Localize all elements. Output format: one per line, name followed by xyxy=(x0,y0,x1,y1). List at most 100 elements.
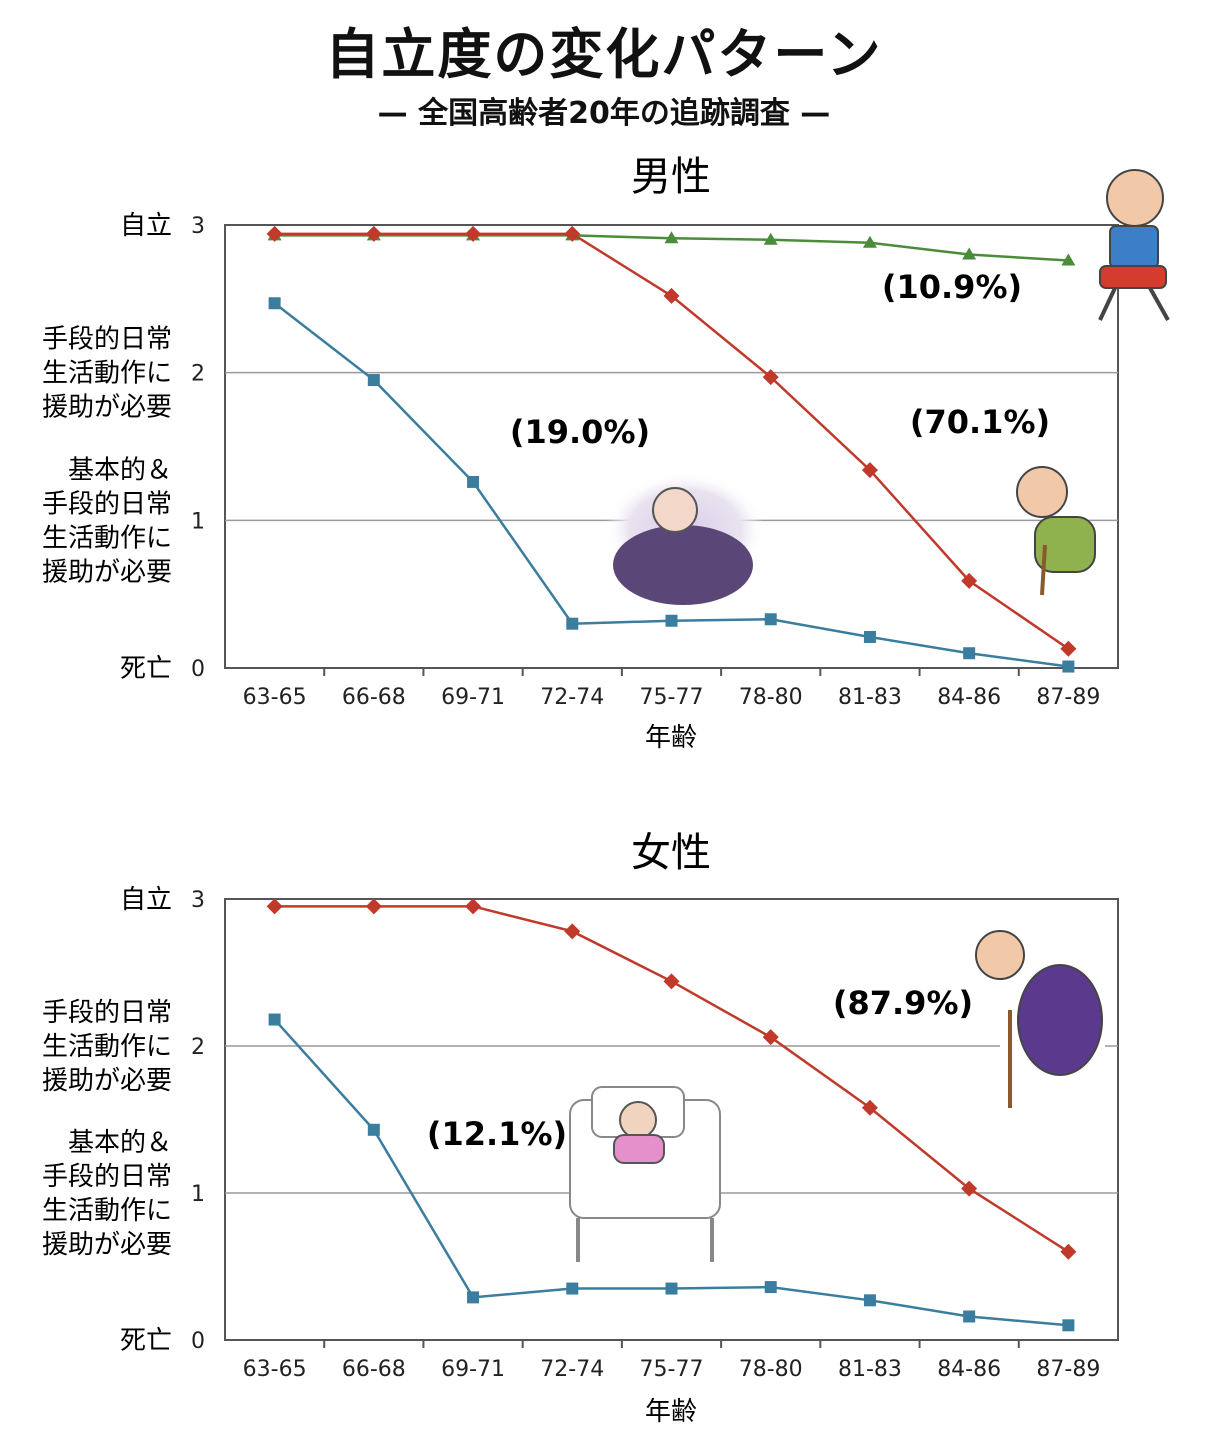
y-category-label: 基本的＆手段的日常生活動作に援助が必要 xyxy=(42,455,172,587)
data-point-square xyxy=(268,297,281,310)
data-point-diamond xyxy=(365,225,382,242)
y-tick-label: 0 xyxy=(191,657,205,682)
x-tick-label: 72-74 xyxy=(540,685,604,710)
old-man-head-illustration xyxy=(1016,466,1068,518)
data-point-diamond xyxy=(465,898,482,915)
x-tick-label: 87-89 xyxy=(1036,685,1100,710)
bedridden-woman-body-illustration xyxy=(613,1134,665,1164)
data-point-diamond xyxy=(266,898,283,915)
sleeping-face-illustration xyxy=(652,487,698,533)
x-tick-label: 66-68 xyxy=(342,1357,406,1382)
main-title: 自立度の変化パターン xyxy=(325,23,883,86)
x-tick-label: 69-71 xyxy=(441,1357,505,1382)
blanket-illustration xyxy=(613,525,753,605)
y-category-label: 手段的日常生活動作に援助が必要 xyxy=(42,325,172,423)
data-point-diamond xyxy=(465,225,482,242)
cane-illustration xyxy=(1040,544,1047,596)
y-tick-label: 0 xyxy=(191,1329,205,1354)
data-point-square xyxy=(665,1282,678,1295)
data-point-diamond xyxy=(663,287,680,304)
data-point-triangle xyxy=(664,231,679,244)
y-category-label: 自立 xyxy=(120,211,172,241)
x-tick-label: 78-80 xyxy=(739,685,803,710)
data-point-square xyxy=(467,1291,480,1304)
data-point-diamond xyxy=(564,923,581,940)
data-point-square xyxy=(764,1281,777,1294)
x-tick-label: 63-65 xyxy=(243,685,307,710)
x-tick-label: 84-86 xyxy=(937,685,1001,710)
data-point-square xyxy=(963,647,976,660)
chart-panel-2: 女性 0 死亡 1 基本的＆手段的日常生活動作に援助が必要 2 手段的日常生活動作に援助が必… xyxy=(42,830,1119,1427)
data-point-square xyxy=(863,1294,876,1307)
x-tick-label: 84-86 xyxy=(937,1357,1001,1382)
energetic-man-leg-illustration xyxy=(1148,287,1170,321)
data-point-diamond xyxy=(1060,640,1077,657)
x-tick-label: 72-74 xyxy=(540,1357,604,1382)
plot-frame xyxy=(224,898,1119,1341)
data-point-triangle xyxy=(962,247,977,260)
data-point-square xyxy=(1062,1319,1075,1332)
series-annotation: (19.0%) xyxy=(510,413,650,451)
energetic-man-head-illustration xyxy=(1106,169,1164,227)
y-tick-label: 2 xyxy=(191,362,205,387)
data-point-square xyxy=(467,475,480,488)
series-annotation: (12.1%) xyxy=(427,1115,567,1153)
stooped-woman-body-illustration xyxy=(1017,964,1103,1076)
data-point-diamond xyxy=(762,1029,779,1046)
data-point-diamond xyxy=(266,225,283,242)
data-point-square xyxy=(764,613,777,626)
y-tick-label: 3 xyxy=(191,214,205,239)
data-point-diamond xyxy=(1060,1243,1077,1260)
plot-frame xyxy=(224,224,1119,669)
data-point-diamond xyxy=(365,898,382,915)
data-point-square xyxy=(863,630,876,643)
chart-title: 男性 xyxy=(631,154,711,200)
x-tick-label: 81-83 xyxy=(838,1357,902,1382)
data-point-square xyxy=(963,1310,976,1323)
data-point-triangle xyxy=(1061,253,1076,266)
data-point-square xyxy=(566,617,579,630)
data-point-diamond xyxy=(762,369,779,386)
x-tick-label: 69-71 xyxy=(441,685,505,710)
data-point-triangle xyxy=(862,235,877,248)
series-annotation: (70.1%) xyxy=(910,403,1050,441)
y-tick-label: 1 xyxy=(191,1182,205,1207)
series-annotation: (87.9%) xyxy=(833,984,973,1022)
y-category-label: 基本的＆手段的日常生活動作に援助が必要 xyxy=(42,1128,172,1260)
x-tick-label: 78-80 xyxy=(739,1357,803,1382)
bedridden-woman-face-illustration xyxy=(619,1101,657,1139)
y-category-label: 死亡 xyxy=(120,1326,172,1356)
data-point-diamond xyxy=(861,462,878,479)
data-point-square xyxy=(367,374,380,387)
data-point-diamond xyxy=(663,973,680,990)
chart-title: 女性 xyxy=(631,830,711,876)
stooped-woman-head-illustration xyxy=(975,930,1025,980)
data-point-triangle xyxy=(763,232,778,245)
data-point-square xyxy=(566,1282,579,1295)
chart-panel-1: 男性 0 死亡 1 基本的＆手段的日常生活動作に援助が必要 2 手段的日常生活動作に援助が必… xyxy=(42,154,1170,753)
y-category-label: 自立 xyxy=(120,885,172,915)
x-tick-label: 75-77 xyxy=(640,685,704,710)
old-man-body-illustration xyxy=(1034,516,1096,573)
x-axis-label: 年齢 xyxy=(645,1397,697,1427)
x-tick-label: 87-89 xyxy=(1036,1357,1100,1382)
y-tick-label: 1 xyxy=(191,509,205,534)
x-tick-label: 63-65 xyxy=(243,1357,307,1382)
y-tick-label: 3 xyxy=(191,888,205,913)
data-point-diamond xyxy=(961,572,978,589)
x-tick-label: 66-68 xyxy=(342,685,406,710)
data-point-diamond xyxy=(564,225,581,242)
x-tick-label: 75-77 xyxy=(640,1357,704,1382)
y-category-label: 手段的日常生活動作に援助が必要 xyxy=(42,998,172,1096)
data-point-diamond xyxy=(861,1099,878,1116)
data-point-square xyxy=(367,1123,380,1136)
data-point-diamond xyxy=(961,1180,978,1197)
y-category-label: 死亡 xyxy=(120,654,172,684)
data-point-square xyxy=(1062,660,1075,673)
y-tick-label: 2 xyxy=(191,1035,205,1060)
subtitle: — 全国高齢者20年の追跡調査 — xyxy=(377,96,831,131)
energetic-man-shorts-illustration xyxy=(1099,265,1167,289)
energetic-man-leg-illustration xyxy=(1098,287,1117,321)
series-annotation: (10.9%) xyxy=(882,268,1022,306)
